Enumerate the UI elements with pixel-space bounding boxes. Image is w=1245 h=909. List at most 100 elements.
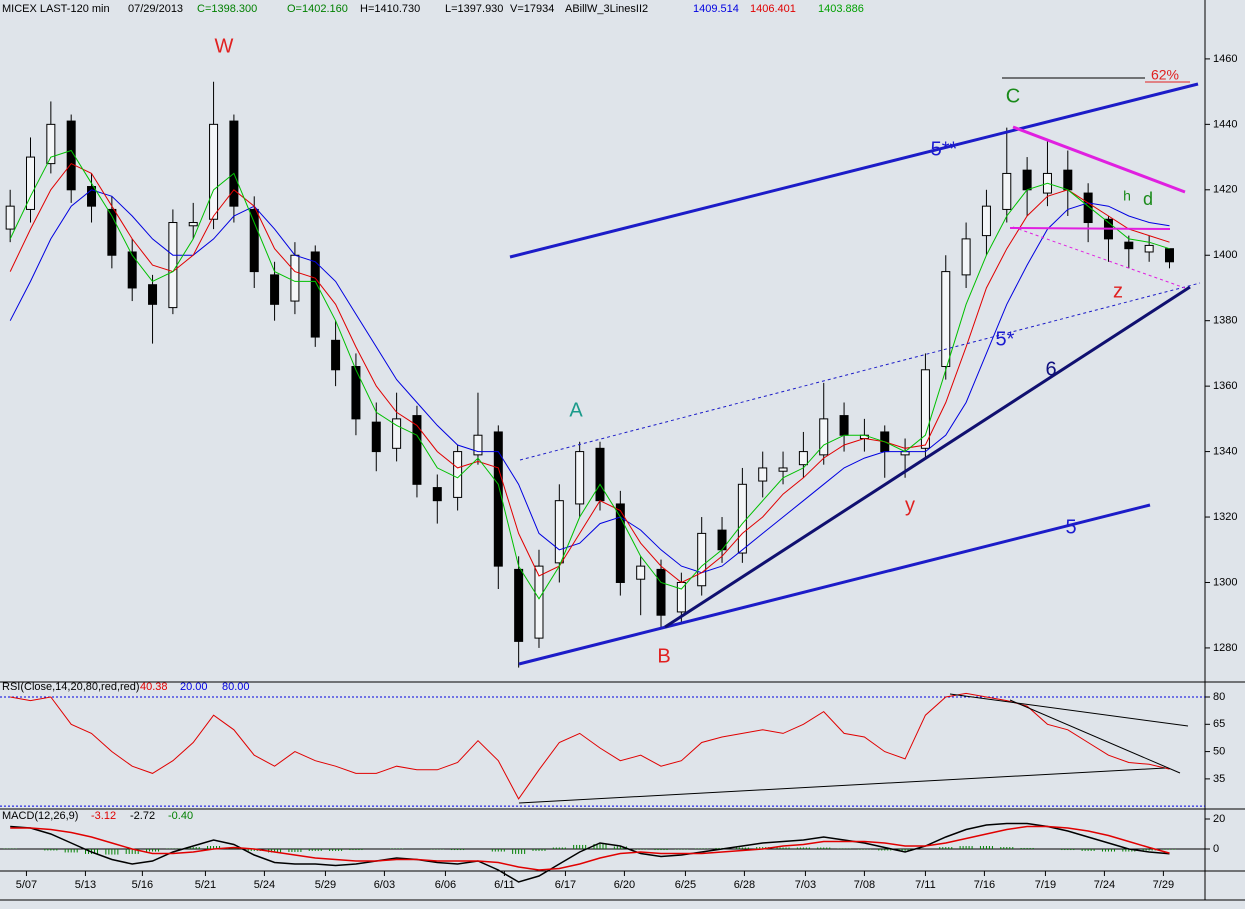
candle-body [26,156,36,210]
y-tick-label: 1440 [1213,118,1237,130]
header-text: C=1398.300 [197,3,257,15]
x-tick-label: 5/16 [132,879,153,891]
y-tick-label: 1400 [1213,249,1237,261]
header-text: 40.38 [140,681,168,693]
header-text: MACD(12,26,9) [2,810,78,822]
trendline [509,82,1199,259]
candle-body [229,120,239,207]
candle-body [778,467,788,472]
candle-body [1164,248,1174,263]
candle-body [127,251,137,289]
annotation: C [1006,85,1020,107]
header-text: H=1410.730 [360,3,420,15]
annotation: A [569,399,583,421]
y-tick-label: 80 [1213,691,1225,703]
x-tick-label: 7/19 [1035,879,1056,891]
candle-body [1144,244,1154,253]
candle-body [819,418,829,456]
annotation: W [215,35,234,57]
trendline [664,285,1191,629]
header-text: 1409.514 [693,3,739,15]
line [9,189,1170,574]
trendline [518,503,1151,666]
trendlines [509,77,1201,804]
candle-body [107,208,117,256]
line [9,149,1170,600]
candle-body [514,568,524,642]
candle-body [371,421,381,453]
y-tick-label: 1380 [1213,315,1237,327]
x-tick-label: 6/11 [494,879,515,891]
annotation: y [905,494,915,516]
candle-body [737,483,747,554]
header-text: -3.12 [91,810,116,822]
candle-body [920,369,930,449]
x-tick-label: 5/21 [195,879,216,891]
rsi-trendline [518,767,1166,804]
x-tick-label: 6/17 [555,879,576,891]
header-text: RSI(Close,14,20,80,red,red) [2,681,140,693]
candle-body [656,568,666,616]
header-text: 80.00 [222,681,250,693]
annotation: z [1113,280,1123,302]
annotation: 5* [996,328,1015,350]
y-tick-label: 1320 [1213,511,1237,523]
y-tick-label: 0 [1213,843,1219,855]
candle-body [839,415,849,436]
x-tick-label: 7/16 [974,879,995,891]
x-tick-label: 7/11 [915,879,936,891]
candle-body [1063,169,1073,191]
candle-body [46,123,56,165]
y-tick-label: 20 [1213,813,1225,825]
x-tick-label: 6/06 [435,879,456,891]
candle-body [148,284,158,305]
candle-body [1002,172,1012,210]
annotation: 5 [1065,516,1076,538]
candle-body [249,208,259,273]
candle-body [412,415,422,485]
candle-body [1022,169,1032,191]
x-tick-label: 6/25 [675,879,696,891]
header-text: 20.00 [180,681,208,693]
y-tick-label: 65 [1213,718,1225,730]
x-tick-label: 7/03 [795,879,816,891]
candle-body [392,418,402,449]
annotation: 62% [1151,67,1179,83]
annotation: 6 [1045,358,1056,380]
line [10,825,1170,871]
candle-body [209,123,219,220]
candle-body [534,565,544,639]
y-tick-label: 1340 [1213,445,1237,457]
candle-body [432,487,442,502]
y-tick-label: 1280 [1213,642,1237,654]
candle-body [5,205,15,230]
y-tick-label: 1420 [1213,184,1237,196]
candle-body [676,581,686,613]
x-tick-label: 5/24 [254,879,275,891]
candle-body [941,271,951,368]
header-text: O=1402.160 [287,3,348,15]
line [10,692,1170,800]
x-tick-label: 5/07 [16,879,37,891]
x-tick-label: 6/28 [734,879,755,891]
candle-body [798,451,808,466]
x-tick-label: 7/08 [854,879,875,891]
candle-body [615,503,625,583]
x-tick-label: 5/29 [315,879,336,891]
y-tick-label: 1460 [1213,53,1237,65]
header-text: -0.40 [168,810,193,822]
trendline [1012,125,1186,194]
candle-body [270,274,280,305]
candle-body [575,451,585,505]
candle-body [66,120,76,191]
candle-body [636,565,646,580]
header-text: 07/29/2013 [128,3,183,15]
candle-body [188,222,198,227]
header-text: -2.72 [130,810,155,822]
annotation: h [1123,188,1131,204]
candle-body [981,205,991,237]
candle-body [473,434,483,456]
trendline [1012,226,1186,289]
x-tick-label: 6/20 [614,879,635,891]
